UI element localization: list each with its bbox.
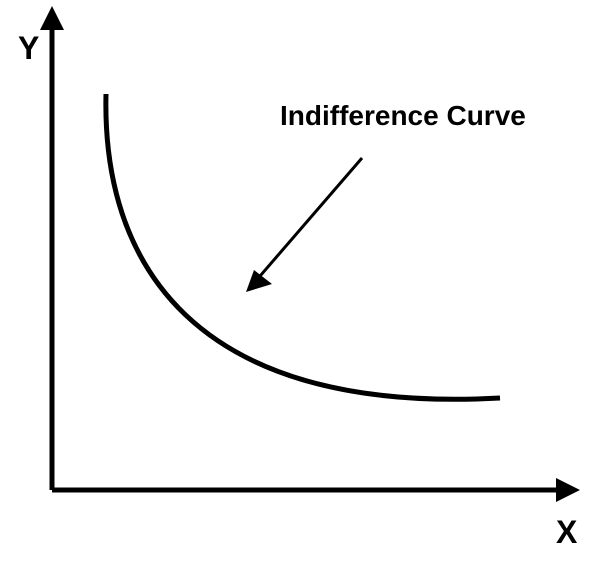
annotation-arrow-line [254, 158, 362, 283]
x-axis-label: X [556, 514, 577, 551]
annotation-arrowhead [246, 270, 272, 292]
x-axis-arrowhead [556, 478, 580, 502]
y-axis-label: Y [18, 30, 39, 67]
curve-label: Indifference Curve [280, 100, 526, 132]
diagram-svg [0, 0, 600, 582]
y-axis-arrowhead [40, 6, 64, 30]
diagram-canvas: Y X Indifference Curve [0, 0, 600, 582]
indifference-curve [106, 94, 500, 399]
